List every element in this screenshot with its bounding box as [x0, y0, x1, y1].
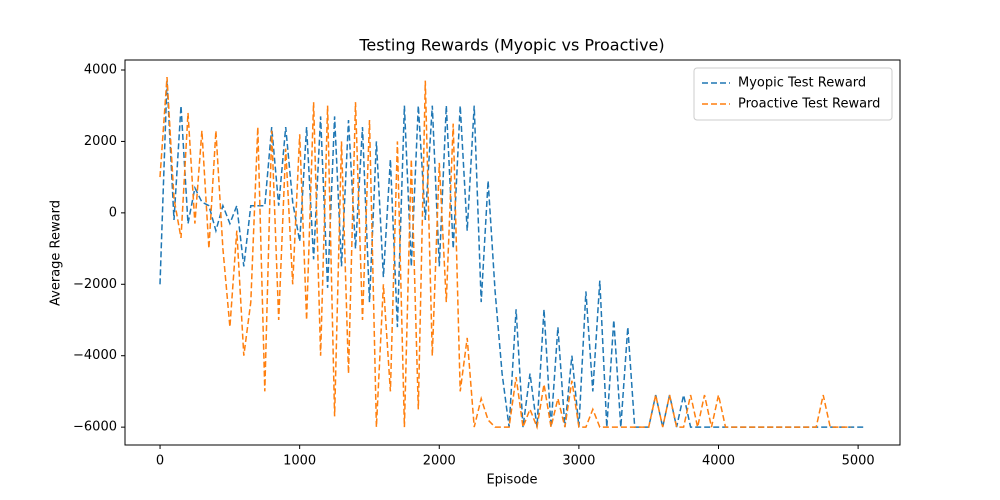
y-tick-label: 4000 [84, 63, 117, 78]
y-tick-label: −2000 [73, 277, 117, 292]
x-tick-label: 2000 [423, 454, 456, 469]
y-tick-label: 2000 [84, 134, 117, 149]
x-axis-label: Episode [486, 473, 537, 488]
legend-box [693, 67, 893, 121]
x-tick-label: 1000 [283, 454, 316, 469]
chart-title: Testing Rewards (Myopic vs Proactive) [358, 36, 664, 55]
y-axis-label: Average Reward [49, 200, 64, 306]
x-tick-label: 0 [156, 454, 164, 469]
legend-label: Myopic Test Reward [738, 76, 866, 91]
y-tick-label: −6000 [73, 420, 117, 435]
legend-label: Proactive Test Reward [738, 97, 880, 112]
x-tick-label: 3000 [562, 454, 595, 469]
y-tick-label: 0 [109, 205, 117, 220]
x-tick-label: 5000 [842, 454, 875, 469]
y-tick-label: −4000 [73, 348, 117, 363]
x-tick-label: 4000 [702, 454, 735, 469]
plot-frame [124, 59, 901, 446]
data-line [159, 77, 852, 431]
